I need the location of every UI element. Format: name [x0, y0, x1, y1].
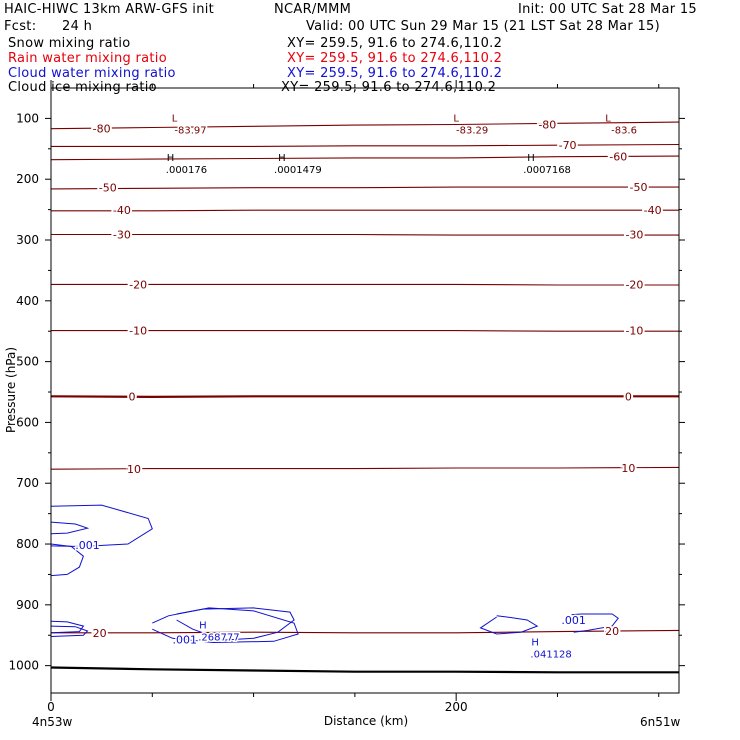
isotherm-label: -70	[559, 139, 577, 152]
extremum-value: .0007168	[523, 165, 571, 176]
y-tick-label: 300	[16, 233, 39, 247]
isotherm-line	[50, 186, 679, 190]
isotherm-label: 0	[625, 390, 632, 403]
extremum-value: -83.6	[611, 125, 637, 136]
isotherm-label: -30	[113, 229, 131, 242]
y-tick-label: 400	[16, 294, 39, 308]
cloud-water-contour	[50, 521, 90, 535]
isotherm-label: 10	[621, 462, 635, 475]
low-marker: L	[172, 113, 178, 124]
extremum-value: .0001479	[274, 165, 322, 176]
y-tick-label: 900	[16, 598, 39, 612]
extremum-value: .000176	[166, 165, 207, 176]
cloud-water-contours	[50, 504, 619, 644]
header-org: NCAR/MMM	[274, 2, 352, 17]
high-marker: H	[167, 153, 175, 164]
header-valid: Valid: 00 UTC Sun 29 Mar 15 (21 LST Sat …	[306, 19, 660, 34]
extremum-value: -83.29	[456, 125, 488, 136]
cloud-water-contour	[571, 613, 619, 633]
isotherm-line	[51, 629, 680, 634]
low-marker: L	[605, 113, 611, 124]
x-axis-title: Distance (km)	[324, 714, 408, 728]
isotherm-line	[50, 466, 680, 470]
isotherm-label: 10	[127, 463, 141, 476]
isotherm-label: -10	[625, 325, 643, 338]
y-tick-label: 800	[16, 537, 39, 551]
isotherm-label: -80	[538, 118, 556, 131]
cloud-water-label: .001	[561, 614, 586, 627]
isotherm-line	[51, 209, 679, 212]
header-fcst-label: Fcst:	[4, 19, 37, 34]
field-name-snow: Snow mixing ratio	[8, 36, 131, 51]
field-xy-cloud-water: XY= 259.5, 91.6 to 274.6,110.2	[287, 66, 503, 81]
temperature-isotherms	[50, 121, 680, 634]
isotherm-line	[51, 283, 679, 286]
contour-labels: -80 -80-70-60-50 -50-40 -40-30 -30-20 -20-10-…	[74, 116, 664, 648]
isotherm-label: -10	[129, 325, 147, 338]
high-marker: H	[199, 620, 207, 631]
header-title: HAIC-HIWC 13km ARW-GFS init	[4, 2, 215, 17]
y-tick-label: 100	[16, 111, 39, 125]
high-marker: H	[278, 153, 286, 164]
isotherm-label: -40	[113, 204, 131, 217]
y-tick-label: 1000	[8, 659, 39, 673]
cloud-water-label: .001	[75, 539, 100, 552]
field-name-cloud-water: Cloud water mixing ratio	[8, 66, 176, 81]
x-endpoint-left: 4n53w	[32, 715, 73, 729]
x-endpoint-right: 6n51w	[640, 715, 681, 729]
plot-frame	[50, 87, 680, 694]
isotherm-label: -40	[644, 204, 662, 217]
field-xy-rain: XY= 259.5, 91.6 to 274.6,110.2	[287, 51, 503, 66]
isotherm-label: 0	[129, 390, 136, 403]
field-xy-snow: XY= 259.5, 91.6 to 274.6,110.2	[287, 36, 503, 51]
isotherm-line	[50, 121, 680, 130]
cloud-water-contour	[176, 607, 295, 641]
x-tick-label: 0	[47, 700, 55, 714]
isotherm-label: -20	[129, 278, 147, 291]
header-fcst-value: 24 h	[62, 19, 93, 34]
isotherm-label: -50	[99, 182, 117, 195]
y-tick-label: 700	[16, 476, 39, 490]
isotherm-label: 20	[93, 627, 107, 640]
extremum-value: .268777	[198, 632, 239, 643]
cloud-water-contour	[50, 625, 89, 637]
isotherm-label: 20	[605, 625, 619, 638]
isotherm-line	[51, 143, 680, 147]
extrema-markers: L-83.97L-83.29L-83.6H.000176H.0001479H.0…	[164, 113, 638, 662]
terrain-line	[50, 666, 679, 674]
isotherm-label: -20	[625, 278, 643, 291]
extremum-value: -83.97	[174, 125, 206, 136]
cloud-water-contour	[50, 620, 85, 634]
y-tick-label: 500	[16, 355, 39, 369]
isotherm-label: -50	[629, 181, 647, 194]
isotherm-label: -80	[93, 123, 111, 136]
isotherm-line	[50, 395, 679, 399]
field-name-rain: Rain water mixing ratio	[8, 51, 167, 66]
cloud-water-label: .001	[172, 633, 197, 646]
x-tick-label: 200	[445, 700, 468, 714]
high-marker: H	[531, 637, 539, 648]
isotherm-line	[51, 330, 679, 332]
high-marker: H	[527, 153, 535, 164]
header-init: Init: 00 UTC Sat 28 Mar 15	[518, 2, 697, 17]
cloud-water-contour	[479, 615, 539, 635]
terrain-surface	[50, 666, 679, 674]
cloud-water-contour	[50, 543, 84, 577]
isotherm-line	[51, 233, 679, 236]
y-axis-title: Pressure (hPa)	[4, 347, 18, 433]
y-tick-label: 200	[16, 172, 39, 186]
low-marker: L	[453, 113, 459, 124]
isotherm-label: -60	[609, 151, 627, 164]
isotherm-label: -30	[625, 229, 643, 242]
cloud-water-contour	[50, 504, 153, 548]
isotherm-line	[50, 155, 680, 161]
extremum-value: .041128	[530, 649, 571, 660]
y-tick-label: 600	[16, 415, 39, 429]
